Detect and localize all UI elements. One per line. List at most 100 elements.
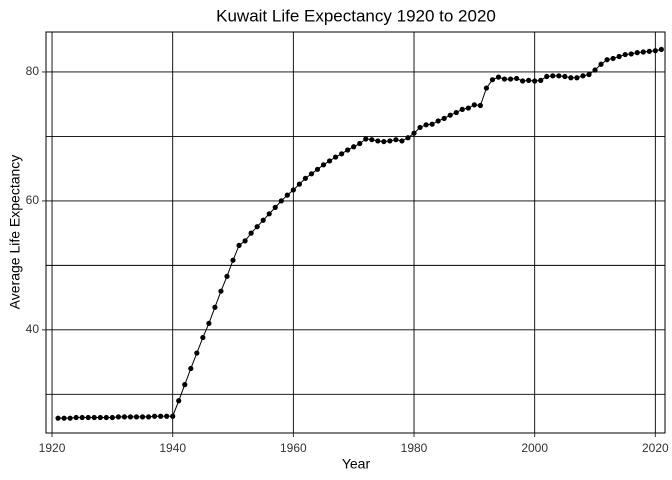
point [586, 71, 592, 78]
x-axis-title: Year [342, 456, 371, 472]
point [242, 238, 248, 244]
point [417, 124, 423, 131]
x-tick-label: 1980 [401, 441, 428, 455]
point [67, 415, 73, 421]
point [236, 242, 242, 248]
point [411, 130, 417, 136]
point [453, 109, 459, 116]
point [91, 414, 97, 421]
point [260, 217, 266, 223]
point [272, 204, 278, 210]
point [465, 105, 471, 111]
point [592, 67, 598, 73]
point [604, 57, 610, 63]
point [507, 76, 514, 82]
point [176, 398, 182, 404]
point [109, 414, 115, 421]
point [471, 102, 477, 108]
point [320, 162, 327, 168]
y-tick-label: 40 [26, 322, 40, 336]
point [296, 181, 302, 187]
point [598, 61, 604, 67]
point [556, 73, 562, 79]
point [532, 78, 538, 84]
chart-title: Kuwait Life Expectancy 1920 to 2020 [216, 6, 496, 25]
point [652, 48, 658, 54]
point [538, 77, 544, 83]
point [308, 171, 315, 177]
point [387, 138, 393, 144]
point [381, 138, 387, 145]
point [351, 144, 357, 150]
point [314, 166, 321, 172]
point [634, 50, 640, 56]
point [164, 413, 170, 419]
x-tick-label: 1920 [39, 441, 66, 455]
point [55, 415, 61, 421]
point [526, 77, 532, 83]
x-tick-label: 2020 [642, 441, 669, 455]
point [206, 320, 212, 327]
point [658, 46, 664, 53]
point [284, 192, 290, 198]
point [544, 73, 550, 80]
point [513, 75, 520, 82]
point [429, 121, 435, 127]
point [501, 76, 508, 82]
y-axis-title: Average Life Expectancy [7, 155, 23, 310]
point [266, 211, 272, 217]
point [188, 365, 194, 372]
plot-border [45, 31, 666, 434]
point [61, 415, 67, 421]
point [121, 414, 128, 420]
point [640, 49, 646, 55]
point [447, 112, 453, 118]
point [212, 304, 218, 310]
point [278, 198, 284, 204]
point [151, 413, 158, 419]
point [248, 230, 254, 236]
point [646, 48, 652, 54]
line [58, 48, 662, 419]
point [133, 414, 140, 420]
point [79, 414, 85, 421]
point [254, 224, 260, 230]
point [145, 414, 152, 420]
point [375, 138, 381, 144]
point [200, 334, 206, 341]
point [495, 74, 502, 80]
point [103, 414, 109, 421]
point [622, 51, 628, 58]
point [345, 147, 351, 153]
point [194, 350, 200, 356]
point [580, 73, 586, 79]
point [224, 273, 230, 279]
point [369, 137, 375, 143]
point [399, 138, 405, 144]
point [483, 85, 490, 91]
y-tick-label: 60 [26, 193, 40, 207]
point [520, 78, 526, 84]
point [441, 115, 447, 121]
point [550, 73, 556, 79]
point [170, 413, 176, 419]
point [568, 75, 574, 81]
point [332, 154, 339, 160]
point [393, 137, 399, 143]
point [405, 135, 411, 141]
point [218, 288, 224, 294]
point [85, 414, 91, 421]
point [182, 382, 188, 388]
point [459, 106, 465, 112]
point [616, 53, 622, 60]
point [574, 75, 580, 81]
point [423, 122, 429, 128]
point [628, 51, 634, 57]
point [339, 151, 345, 157]
point [357, 140, 363, 147]
point [435, 118, 441, 124]
point [326, 158, 333, 164]
point [302, 175, 309, 181]
x-tick-label: 1960 [280, 441, 307, 455]
